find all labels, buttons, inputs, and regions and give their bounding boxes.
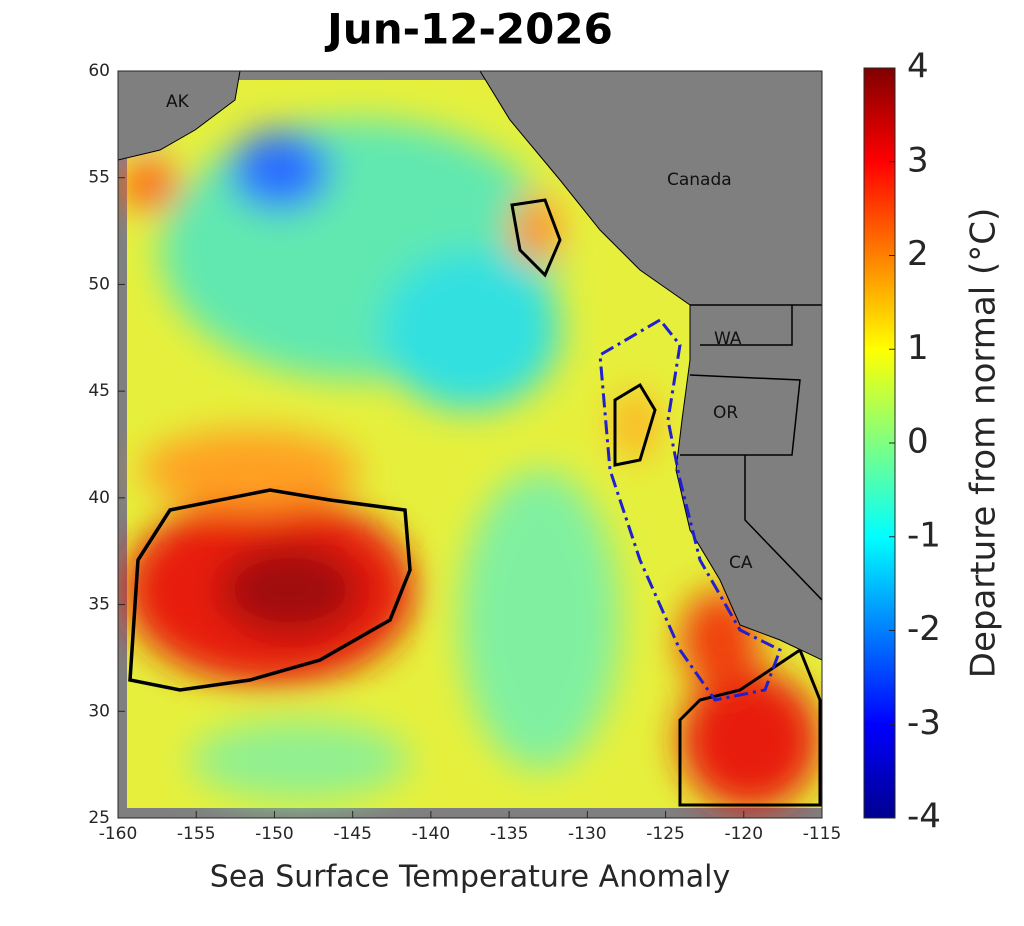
colorbar-tick-label: 1 [907, 328, 929, 368]
x-tick-label: -155 [177, 824, 216, 844]
colorbar-label: Departure from normal (°C) [964, 208, 1004, 678]
colorbar-tick-label: 3 [907, 140, 929, 180]
colorbar-tick-label: -2 [907, 609, 941, 649]
y-tick-label: 30 [88, 701, 110, 721]
y-tick-label: 60 [88, 61, 110, 81]
y-tick-label: 35 [88, 595, 110, 615]
y-tick-label: 40 [88, 488, 110, 508]
y-tick-label: 50 [88, 274, 110, 294]
title: Jun-12-2026 [324, 5, 613, 54]
y-tick-label: 45 [88, 381, 110, 401]
place-label: WA [714, 329, 742, 349]
x-tick-label: -135 [490, 824, 529, 844]
place-label: Canada [667, 170, 732, 190]
x-tick-label: -150 [255, 824, 294, 844]
anomaly-field [118, 71, 822, 818]
colorbar-tick-label: 4 [907, 47, 929, 87]
place-label: OR [713, 403, 738, 423]
place-label: AK [166, 92, 190, 112]
plot-frame [117, 70, 823, 819]
x-tick-label: -125 [646, 824, 685, 844]
colorbar-tick-label: -4 [907, 797, 941, 837]
place-label: CA [729, 553, 753, 573]
x-tick-label: -145 [333, 824, 372, 844]
y-tick-label: 55 [88, 168, 110, 188]
x-axis-label: Sea Surface Temperature Anomaly [210, 860, 730, 895]
colorbar-tick-label: 2 [907, 234, 929, 274]
x-tick-label: -160 [99, 824, 138, 844]
x-tick-label: -120 [724, 824, 763, 844]
colorbar-tick-label: 0 [907, 422, 929, 462]
y-tick-label: 25 [88, 808, 110, 828]
x-tick-label: -115 [803, 824, 842, 844]
x-tick-label: -130 [568, 824, 607, 844]
colorbar-tick-label: -1 [907, 515, 941, 555]
colorbar-tick-label: -3 [907, 703, 941, 743]
x-tick-label: -140 [412, 824, 451, 844]
